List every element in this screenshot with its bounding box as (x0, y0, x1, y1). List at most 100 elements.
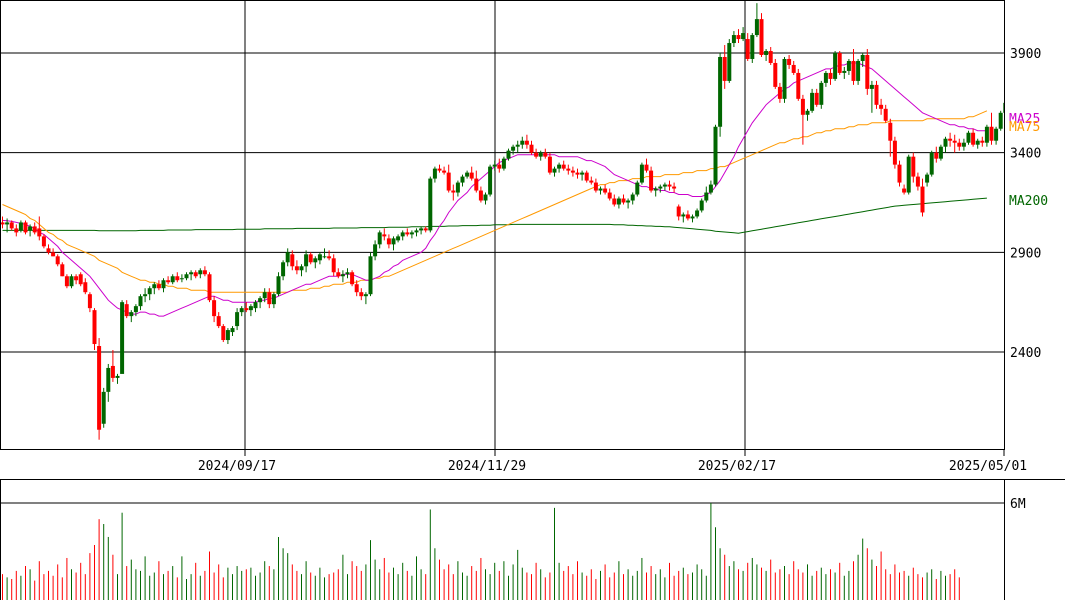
candle (736, 29, 741, 44)
candle (676, 204, 681, 221)
candle (276, 272, 281, 297)
candle-body (561, 164, 566, 169)
candle (598, 186, 603, 195)
candle (248, 304, 253, 317)
candle (120, 300, 125, 374)
candle (607, 188, 612, 201)
candle (879, 98, 884, 115)
candle-body (179, 278, 184, 280)
candle-body (842, 70, 847, 73)
candle-body (805, 110, 810, 115)
candle (175, 272, 180, 283)
candle-body (28, 226, 33, 231)
candle (814, 88, 819, 107)
date-tick-label: 2024/11/29 (448, 459, 526, 474)
candle (37, 216, 42, 241)
candle (929, 150, 934, 177)
candle-body (101, 391, 106, 424)
candle-body (676, 206, 681, 217)
candle (506, 148, 511, 161)
candle-body (391, 238, 396, 245)
candle (184, 272, 189, 281)
candle (28, 224, 33, 237)
candle-body (1017, 73, 1021, 75)
candle-body (51, 252, 56, 257)
candle-body (437, 168, 442, 171)
candle (442, 166, 447, 175)
candle (975, 138, 980, 149)
candle (754, 3, 759, 38)
candle-body (363, 294, 368, 297)
candle-body (731, 35, 736, 44)
candle (460, 174, 465, 187)
candle (267, 288, 272, 309)
candle-body (906, 156, 911, 193)
candle-body (869, 84, 874, 89)
candle (97, 338, 102, 440)
candle-body (212, 300, 217, 317)
candle (511, 144, 516, 155)
candle-body (244, 308, 249, 311)
candle-body (175, 276, 180, 281)
candle (152, 282, 157, 295)
candle (501, 156, 506, 171)
candle-body (267, 292, 272, 305)
candle (198, 268, 203, 279)
candle-body (662, 184, 667, 187)
candle (741, 27, 746, 42)
candle-body (621, 198, 626, 203)
candle-body (207, 274, 212, 301)
candle (32, 222, 37, 235)
candle (147, 286, 152, 301)
candle (244, 302, 249, 313)
candle (455, 180, 460, 197)
candle-body (966, 132, 971, 143)
axis-labels: 2400 2900 3400 3900 2024/09/17 2024/11/29 2025… (198, 47, 1041, 512)
candle (391, 236, 396, 251)
ma75-line (2, 110, 988, 293)
candle (235, 308, 240, 331)
candle-body (998, 112, 1003, 129)
candle (626, 198, 631, 209)
candle-body (833, 53, 838, 79)
candle-body (483, 194, 488, 201)
candle-body (589, 180, 594, 183)
candle-body (856, 60, 861, 81)
candle-body (225, 330, 230, 341)
candle (202, 266, 207, 277)
candle-body (129, 312, 134, 317)
candle-body (534, 152, 539, 157)
candle-body (55, 256, 60, 265)
ma75-legend-label: MA75 (1009, 120, 1040, 135)
candle-body (478, 190, 483, 201)
candle (451, 184, 456, 201)
candle-body (580, 172, 585, 175)
candle (971, 128, 976, 147)
candle-body (492, 164, 497, 167)
volume-bars (2, 503, 960, 600)
candle-body (722, 56, 727, 81)
candle-body (189, 272, 194, 275)
candle (911, 152, 916, 183)
candle-body (635, 182, 640, 195)
candle (520, 136, 525, 149)
candle-body (423, 228, 428, 231)
candle-body (741, 33, 746, 40)
candle-body (78, 274, 83, 285)
candle-body (952, 140, 957, 143)
candle (902, 184, 907, 195)
candle-body (120, 302, 125, 374)
ma200-path (2, 197, 987, 234)
price-tick-label: 2400 (1010, 346, 1041, 361)
candle-body (350, 272, 355, 285)
candle-body (235, 312, 240, 327)
candle (557, 162, 562, 173)
candle-body (708, 184, 713, 193)
candle-body (658, 186, 663, 189)
candle (74, 274, 79, 285)
candle-body (699, 200, 704, 211)
candle (469, 166, 474, 181)
candle (593, 178, 598, 193)
candle (731, 31, 736, 48)
